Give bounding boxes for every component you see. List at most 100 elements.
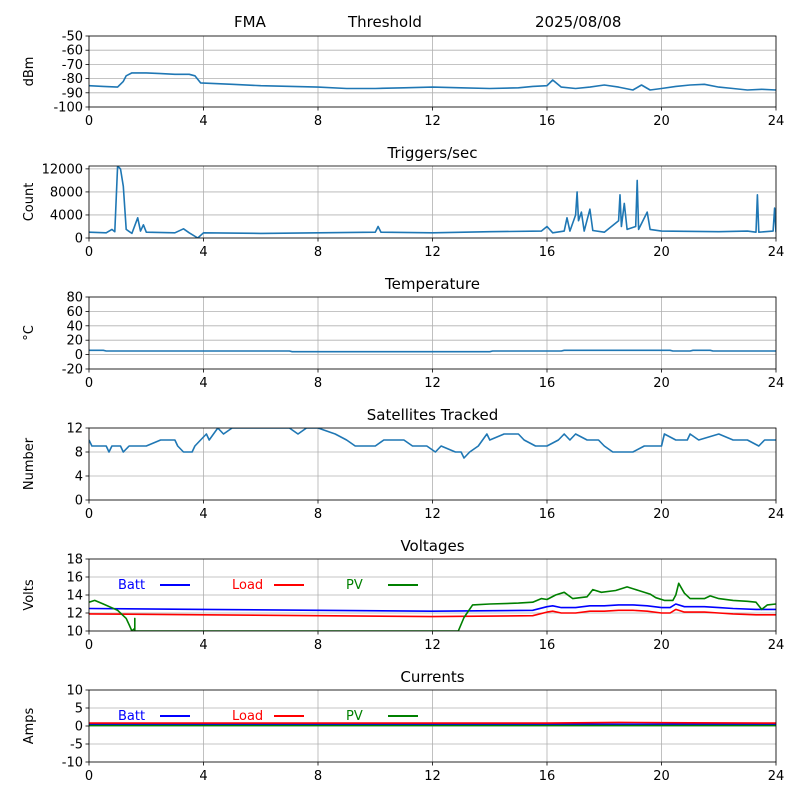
y-axis-label: Number bbox=[22, 437, 37, 490]
x-tick-label: 0 bbox=[85, 245, 93, 260]
x-tick-label: 16 bbox=[539, 245, 556, 260]
x-tick-label: 4 bbox=[199, 638, 207, 653]
x-tick-label: 12 bbox=[424, 376, 441, 391]
series-line bbox=[89, 582, 776, 631]
header-middle: Threshold bbox=[347, 13, 422, 31]
x-tick-label: 8 bbox=[314, 376, 322, 391]
y-axis-label: dBm bbox=[22, 57, 37, 87]
x-tick-label: 12 bbox=[424, 769, 441, 784]
x-tick-label: 4 bbox=[199, 769, 207, 784]
y-tick-label: 16 bbox=[66, 571, 83, 586]
y-axis-label: Volts bbox=[22, 579, 37, 611]
y-tick-label: 4000 bbox=[50, 208, 83, 223]
x-tick-label: 4 bbox=[199, 114, 207, 129]
chart-panel: 0 4 8 12 16 20 24 10 5 0 -5 -10 Currents Amps Batt Load… bbox=[22, 668, 784, 784]
header-left: FMA bbox=[234, 13, 267, 31]
y-axis-label: Count bbox=[22, 183, 37, 222]
legend-label: Batt bbox=[118, 709, 145, 724]
chart-panel: 0 4 8 12 16 20 24 0 4 8 12 Satellites Tracked Number bbox=[22, 406, 784, 522]
legend-label: PV bbox=[346, 709, 363, 724]
x-tick-label: 8 bbox=[314, 114, 322, 129]
x-tick-label: 8 bbox=[314, 507, 322, 522]
x-tick-label: 4 bbox=[199, 245, 207, 260]
y-tick-label: 60 bbox=[66, 305, 83, 320]
y-tick-label: 0 bbox=[75, 494, 83, 509]
y-tick-label: -10 bbox=[62, 756, 83, 771]
y-tick-label: -80 bbox=[62, 72, 83, 87]
panel-title: Currents bbox=[400, 668, 464, 686]
x-tick-label: 20 bbox=[653, 376, 670, 391]
x-tick-label: 0 bbox=[85, 507, 93, 522]
header-right: 2025/08/08 bbox=[535, 13, 621, 31]
x-tick-label: 20 bbox=[653, 507, 670, 522]
series-line bbox=[89, 608, 776, 618]
y-tick-label: 8000 bbox=[50, 185, 83, 200]
x-tick-label: 16 bbox=[539, 507, 556, 522]
panel-title: Triggers/sec bbox=[387, 144, 478, 162]
plot-frame bbox=[88, 558, 777, 632]
x-tick-label: 8 bbox=[314, 769, 322, 784]
x-tick-label: 4 bbox=[199, 507, 207, 522]
y-tick-label: 40 bbox=[66, 319, 83, 334]
y-tick-label: 12 bbox=[66, 607, 83, 622]
x-tick-label: 0 bbox=[85, 376, 93, 391]
x-tick-label: 24 bbox=[768, 638, 785, 653]
y-tick-label: -100 bbox=[53, 101, 83, 116]
series-line bbox=[89, 349, 776, 353]
plot-frame bbox=[88, 35, 777, 108]
x-tick-label: 24 bbox=[768, 376, 785, 391]
y-axis-label: °C bbox=[22, 325, 37, 341]
x-tick-label: 8 bbox=[314, 245, 322, 260]
y-tick-label: 12000 bbox=[42, 162, 83, 177]
y-tick-label: 8 bbox=[75, 446, 83, 461]
panel-title: Satellites Tracked bbox=[367, 406, 498, 424]
x-tick-label: 16 bbox=[539, 769, 556, 784]
chart-panel: 0 4 8 12 16 20 24 10 12 14 16 18 Voltages Volts Batt Lo… bbox=[22, 537, 784, 653]
series-line bbox=[89, 603, 776, 613]
y-tick-label: 12 bbox=[66, 422, 83, 437]
x-tick-label: 12 bbox=[424, 245, 441, 260]
chart-panel: 0 4 8 12 16 20 24 0 4000 8000 12000 Triggers/sec Cou… bbox=[22, 144, 784, 260]
series-line bbox=[89, 166, 776, 238]
x-tick-label: 20 bbox=[653, 114, 670, 129]
y-tick-label: 80 bbox=[66, 291, 83, 306]
panel-title: Temperature bbox=[384, 275, 480, 293]
y-tick-label: -20 bbox=[62, 363, 83, 378]
plot-frame bbox=[88, 165, 777, 239]
y-tick-label: -90 bbox=[62, 86, 83, 101]
x-tick-label: 8 bbox=[314, 638, 322, 653]
plot-frame bbox=[88, 689, 777, 763]
x-tick-label: 20 bbox=[653, 245, 670, 260]
x-tick-label: 20 bbox=[653, 769, 670, 784]
y-tick-label: 0 bbox=[75, 720, 83, 735]
x-tick-label: 0 bbox=[85, 769, 93, 784]
panel-title: Voltages bbox=[400, 537, 464, 555]
series-line bbox=[89, 72, 776, 91]
x-tick-label: 0 bbox=[85, 114, 93, 129]
x-tick-label: 4 bbox=[199, 376, 207, 391]
x-tick-label: 24 bbox=[768, 245, 785, 260]
series-line bbox=[89, 428, 776, 459]
plot-frame bbox=[88, 296, 777, 370]
series-line bbox=[89, 721, 776, 724]
legend-label: Batt bbox=[118, 578, 145, 593]
x-tick-label: 24 bbox=[768, 114, 785, 129]
y-tick-label: -50 bbox=[62, 30, 83, 45]
y-axis-label: Amps bbox=[22, 707, 37, 744]
y-tick-label: 10 bbox=[66, 625, 83, 640]
y-tick-label: 10 bbox=[66, 684, 83, 699]
x-tick-label: 16 bbox=[539, 114, 556, 129]
legend-label: PV bbox=[346, 578, 363, 593]
y-tick-label: 14 bbox=[66, 589, 83, 604]
y-tick-label: 4 bbox=[75, 470, 83, 485]
legend-label: Load bbox=[232, 578, 263, 593]
legend-label: Load bbox=[232, 709, 263, 724]
plot-frame bbox=[88, 427, 777, 501]
x-tick-label: 24 bbox=[768, 769, 785, 784]
y-tick-label: -70 bbox=[62, 58, 83, 73]
y-tick-label: -5 bbox=[70, 738, 83, 753]
y-tick-label: 18 bbox=[66, 553, 83, 568]
